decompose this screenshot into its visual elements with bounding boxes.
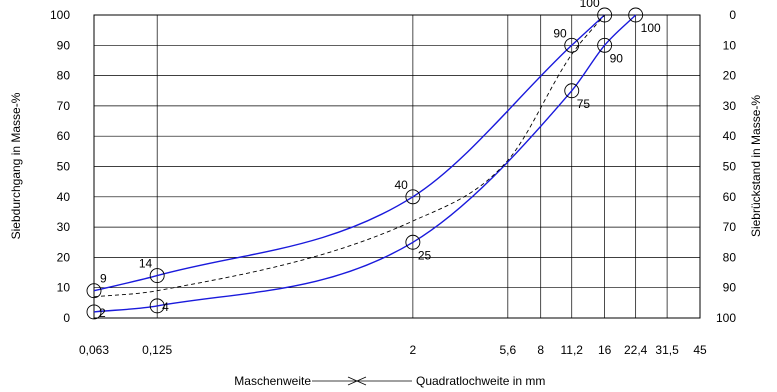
data-point-marker <box>149 268 165 284</box>
y-tick-label-right: 50 <box>723 160 737 174</box>
data-point-marker <box>597 37 613 53</box>
data-point-marker <box>86 304 102 320</box>
y-tick-label-left: 10 <box>57 281 71 295</box>
data-point-marker <box>597 7 613 23</box>
y-tick-label-left: 80 <box>57 69 71 83</box>
data-point-marker <box>149 298 165 314</box>
y-tick-label-right: 60 <box>723 190 737 204</box>
y-tick-label-right: 30 <box>723 99 737 113</box>
y-tick-label-right: 80 <box>723 250 737 264</box>
data-point-label: 2 <box>99 306 106 320</box>
x-tick-label: 22,4 <box>624 343 648 357</box>
y-tick-label-left: 0 <box>63 311 70 325</box>
y-tick-label-left: 30 <box>57 220 71 234</box>
y-tick-label-right: 10 <box>723 38 737 52</box>
x-tick-label: 11,2 <box>561 343 584 357</box>
y-tick-label-right: 20 <box>723 69 737 83</box>
series-lines <box>93 14 637 313</box>
data-point-marker <box>564 83 580 99</box>
x-axis-label-right: Quadratlochweite in mm <box>416 374 545 388</box>
data-point-label: 25 <box>418 248 432 262</box>
series-upper-limit <box>93 14 606 292</box>
series-sieve-curve <box>93 14 605 298</box>
y-tick-label-left: 60 <box>57 129 71 143</box>
x-axis-label-left: Maschenweite <box>234 374 311 388</box>
data-point-marker <box>564 37 580 53</box>
data-point-marker <box>628 7 644 23</box>
x-tick-label: 0,125 <box>142 343 172 357</box>
x-tick-label: 45 <box>693 343 707 357</box>
y-tick-label-right: 0 <box>729 8 736 22</box>
y-tick-label-left: 100 <box>50 8 70 22</box>
series-lower-limit <box>93 14 637 313</box>
y-axis-label-right: Siebrückstand in Masse-% <box>749 95 763 237</box>
x-tick-label: 31,5 <box>655 343 679 357</box>
y-tick-label-right: 70 <box>723 220 737 234</box>
y-tick-label-right: 90 <box>723 281 737 295</box>
x-tick-label: 16 <box>598 343 612 357</box>
data-point-label: 90 <box>553 26 567 40</box>
x-tick-label: 0,063 <box>79 343 109 357</box>
data-point-label: 75 <box>577 97 591 111</box>
y-tick-label-left: 90 <box>57 38 71 52</box>
grid-lines <box>93 14 701 319</box>
data-point-label: 100 <box>580 0 600 10</box>
data-point-label: 9 <box>100 272 107 286</box>
data-point-marker <box>86 283 102 299</box>
point-markers: 9 2 14 4 40 25 90 75 100 90 100 <box>86 0 661 320</box>
y-tick-label-right: 40 <box>723 129 737 143</box>
y-tick-label-left: 40 <box>57 190 71 204</box>
y-tick-label-left: 50 <box>57 160 71 174</box>
x-axis-label-connector <box>312 376 412 386</box>
data-point-marker <box>405 189 421 205</box>
y-tick-label-right: 100 <box>716 311 736 325</box>
y-tick-label-left: 20 <box>57 250 71 264</box>
data-point-label: 90 <box>610 51 624 65</box>
x-tick-label: 8 <box>537 343 544 357</box>
data-point-label: 4 <box>162 300 169 314</box>
y-axis-label-left: Siebdurchgang in Masse-% <box>9 92 23 239</box>
y-tick-label-left: 70 <box>57 99 71 113</box>
data-point-label: 100 <box>641 21 661 35</box>
data-point-marker <box>405 234 421 250</box>
data-point-label: 40 <box>395 178 409 192</box>
data-point-label: 14 <box>139 257 153 271</box>
x-tick-label: 2 <box>410 343 417 357</box>
x-tick-label: 5,6 <box>499 343 516 357</box>
